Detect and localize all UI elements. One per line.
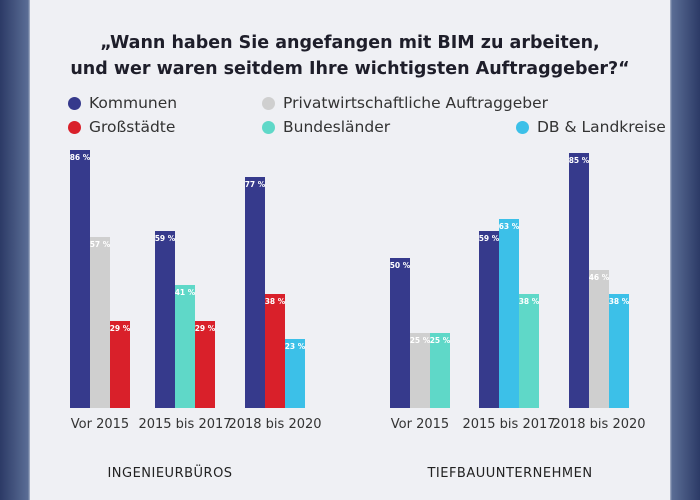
panel-label: INGENIEURBÜROS: [107, 464, 232, 481]
bar: [175, 285, 195, 408]
chart-panel: [30, 0, 670, 500]
data-label: 23 %: [285, 342, 306, 351]
data-label: 25 %: [430, 336, 451, 345]
category-label: Vor 2015: [71, 417, 129, 432]
data-label: 50 %: [390, 261, 411, 270]
legend-swatch-icon: [68, 120, 81, 134]
chart-title: „Wann haben Sie angefangen mit BIM zu ar…: [0, 30, 700, 82]
bar: [430, 333, 450, 408]
legend-label: Bundesländer: [283, 118, 391, 136]
data-label: 85 %: [569, 156, 590, 165]
data-label: 46 %: [589, 273, 610, 282]
legend-item: Großstädte: [68, 118, 175, 136]
legend-label: Kommunen: [89, 94, 178, 112]
category-label: 2018 bis 2020: [552, 417, 645, 432]
bar: [479, 231, 499, 408]
legend-item: Privatwirtschaftliche Auftraggeber: [262, 94, 548, 112]
bar: [110, 321, 130, 408]
category-label: 2015 bis 2017: [462, 417, 555, 432]
data-label: 63 %: [499, 222, 520, 231]
bar: [589, 270, 609, 408]
bar: [519, 294, 539, 408]
bar: [499, 219, 519, 408]
bar: [609, 294, 629, 408]
data-label: 38 %: [609, 297, 630, 306]
data-label: 29 %: [110, 324, 131, 333]
data-label: 59 %: [155, 234, 176, 243]
title-line-2: und wer waren seitdem Ihre wichtigsten A…: [70, 59, 630, 79]
data-label: 41 %: [175, 288, 196, 297]
data-label: 38 %: [265, 297, 286, 306]
data-label: 57 %: [90, 240, 111, 249]
legend-label: DB & Landkreise: [537, 118, 666, 136]
legend-item: Kommunen: [68, 94, 177, 112]
data-label: 25 %: [410, 336, 431, 345]
bar: [285, 339, 305, 408]
data-label: 77 %: [245, 180, 266, 189]
data-label: 59 %: [479, 234, 500, 243]
bar: [195, 321, 215, 408]
bar: [265, 294, 285, 408]
legend-label: Großstädte: [89, 118, 176, 136]
data-label: 86 %: [70, 153, 91, 162]
data-label: 29 %: [195, 324, 216, 333]
bar: [155, 231, 175, 408]
bar: [569, 153, 589, 408]
legend-swatch-icon: [262, 96, 275, 110]
title-line-1: „Wann haben Sie angefangen mit BIM zu ar…: [100, 33, 600, 53]
data-label: 38 %: [519, 297, 540, 306]
legend-item: DB & Landkreise: [516, 118, 666, 136]
bar: [90, 237, 110, 408]
legend-swatch-icon: [68, 96, 81, 110]
legend-swatch-icon: [516, 120, 529, 134]
bar: [390, 258, 410, 408]
legend-item: Bundesländer: [262, 118, 390, 136]
bar: [410, 333, 430, 408]
bar: [245, 177, 265, 408]
category-label: Vor 2015: [391, 417, 449, 432]
legend-swatch-icon: [262, 120, 275, 134]
category-label: 2015 bis 2017: [138, 417, 231, 432]
bar: [70, 150, 90, 408]
panel-label: TIEFBAUUNTERNEHMEN: [426, 466, 592, 481]
legend-label: Privatwirtschaftliche Auftraggeber: [283, 94, 549, 112]
category-label: 2018 bis 2020: [228, 417, 321, 432]
